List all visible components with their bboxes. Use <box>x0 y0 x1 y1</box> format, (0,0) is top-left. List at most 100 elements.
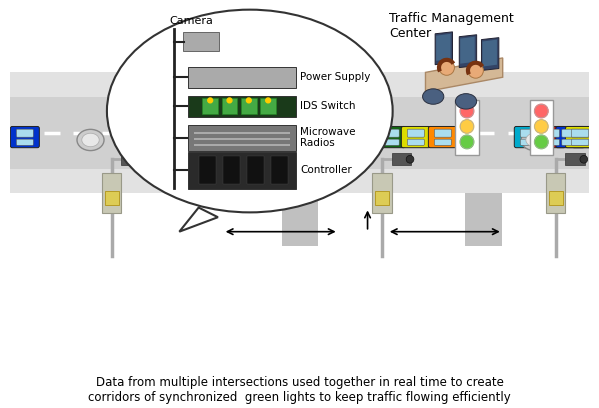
FancyBboxPatch shape <box>521 139 537 145</box>
FancyBboxPatch shape <box>10 126 40 148</box>
Circle shape <box>534 104 548 118</box>
FancyBboxPatch shape <box>549 191 563 205</box>
FancyBboxPatch shape <box>188 151 296 189</box>
FancyBboxPatch shape <box>375 191 389 205</box>
Circle shape <box>406 155 414 163</box>
FancyBboxPatch shape <box>188 67 296 88</box>
FancyBboxPatch shape <box>16 139 34 145</box>
FancyBboxPatch shape <box>373 173 392 213</box>
FancyBboxPatch shape <box>261 98 276 114</box>
Circle shape <box>534 135 548 149</box>
Circle shape <box>460 104 474 118</box>
FancyBboxPatch shape <box>382 129 399 137</box>
FancyBboxPatch shape <box>16 129 34 137</box>
FancyBboxPatch shape <box>183 32 219 51</box>
Polygon shape <box>179 208 218 232</box>
FancyBboxPatch shape <box>578 129 595 137</box>
FancyBboxPatch shape <box>326 126 355 148</box>
Text: Camera: Camera <box>170 16 213 26</box>
Circle shape <box>534 120 548 133</box>
Bar <box>282 77 318 246</box>
Text: Controller: Controller <box>300 165 352 175</box>
FancyBboxPatch shape <box>562 129 579 137</box>
Circle shape <box>460 120 474 133</box>
Text: IDS Switch: IDS Switch <box>300 101 355 111</box>
Bar <box>194 81 291 83</box>
FancyBboxPatch shape <box>174 139 190 145</box>
Circle shape <box>460 135 474 149</box>
Polygon shape <box>425 58 503 92</box>
FancyBboxPatch shape <box>249 126 278 148</box>
FancyBboxPatch shape <box>556 126 585 148</box>
Circle shape <box>208 98 213 103</box>
FancyBboxPatch shape <box>565 153 585 165</box>
FancyBboxPatch shape <box>255 139 272 145</box>
Bar <box>223 156 240 184</box>
FancyBboxPatch shape <box>332 139 349 145</box>
Ellipse shape <box>107 10 393 213</box>
Circle shape <box>136 155 144 163</box>
FancyBboxPatch shape <box>356 139 373 145</box>
FancyBboxPatch shape <box>232 139 249 145</box>
Ellipse shape <box>347 129 374 151</box>
FancyBboxPatch shape <box>543 129 559 137</box>
FancyBboxPatch shape <box>455 100 479 155</box>
Ellipse shape <box>422 89 444 104</box>
Bar <box>194 132 291 134</box>
FancyBboxPatch shape <box>168 126 196 148</box>
FancyBboxPatch shape <box>104 191 119 205</box>
Circle shape <box>580 155 588 163</box>
FancyBboxPatch shape <box>434 139 452 145</box>
Bar <box>194 144 291 146</box>
Bar <box>271 156 288 184</box>
FancyBboxPatch shape <box>232 129 249 137</box>
FancyBboxPatch shape <box>407 129 424 137</box>
Bar <box>10 169 589 193</box>
Circle shape <box>246 98 251 103</box>
Ellipse shape <box>455 94 477 109</box>
FancyBboxPatch shape <box>174 129 190 137</box>
FancyBboxPatch shape <box>122 153 141 165</box>
Ellipse shape <box>82 133 99 147</box>
FancyBboxPatch shape <box>356 129 373 137</box>
FancyBboxPatch shape <box>205 129 222 137</box>
Ellipse shape <box>77 129 104 151</box>
FancyBboxPatch shape <box>350 126 379 148</box>
FancyBboxPatch shape <box>382 139 399 145</box>
FancyBboxPatch shape <box>205 139 222 145</box>
FancyBboxPatch shape <box>241 98 256 114</box>
Text: Microwave
Radios: Microwave Radios <box>300 127 355 149</box>
FancyBboxPatch shape <box>515 126 543 148</box>
Polygon shape <box>435 32 452 65</box>
Circle shape <box>439 60 455 75</box>
Ellipse shape <box>521 129 548 151</box>
FancyBboxPatch shape <box>572 126 599 148</box>
FancyBboxPatch shape <box>565 126 594 148</box>
FancyBboxPatch shape <box>255 129 272 137</box>
FancyBboxPatch shape <box>142 129 159 137</box>
FancyBboxPatch shape <box>578 139 595 145</box>
Circle shape <box>266 98 271 103</box>
FancyBboxPatch shape <box>199 126 228 148</box>
FancyBboxPatch shape <box>202 98 218 114</box>
Ellipse shape <box>352 133 370 147</box>
FancyBboxPatch shape <box>543 139 559 145</box>
Bar <box>465 77 502 246</box>
FancyBboxPatch shape <box>332 129 349 137</box>
Polygon shape <box>459 35 477 68</box>
Ellipse shape <box>526 133 543 147</box>
Bar <box>199 156 216 184</box>
Text: Traffic Management
Center: Traffic Management Center <box>389 12 514 40</box>
FancyBboxPatch shape <box>407 139 424 145</box>
FancyBboxPatch shape <box>136 126 165 148</box>
Polygon shape <box>436 34 450 61</box>
FancyBboxPatch shape <box>226 126 255 148</box>
FancyBboxPatch shape <box>222 98 237 114</box>
FancyBboxPatch shape <box>571 139 588 145</box>
Bar <box>247 156 264 184</box>
FancyBboxPatch shape <box>537 126 565 148</box>
FancyBboxPatch shape <box>188 124 296 151</box>
Polygon shape <box>460 37 475 64</box>
Bar <box>194 72 291 74</box>
Circle shape <box>279 135 292 149</box>
